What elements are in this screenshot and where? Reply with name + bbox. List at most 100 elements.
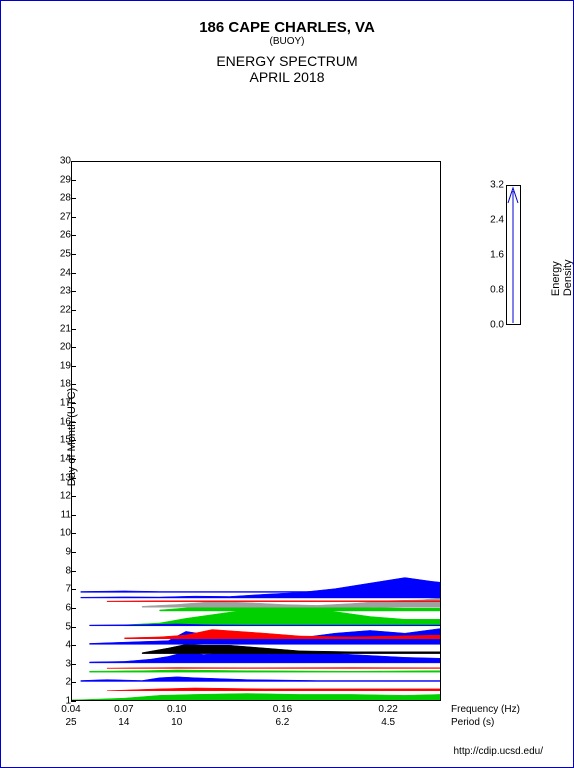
- title-date: APRIL 2018: [1, 69, 573, 85]
- y-tick-label: 17: [51, 398, 71, 409]
- x-tick-label: 0.16: [273, 704, 292, 715]
- y-tick-mark: [71, 478, 76, 479]
- y-tick-label: 13: [51, 472, 71, 483]
- x-tick-label: 14: [118, 717, 129, 728]
- y-tick-mark: [71, 161, 76, 162]
- x-tick-label: 0.22: [378, 704, 397, 715]
- y-tick-mark: [71, 366, 76, 367]
- colorbar-arrow: [506, 185, 521, 325]
- y-tick-label: 12: [51, 491, 71, 502]
- x-tick-label: 0.04: [61, 704, 80, 715]
- spectrum-layer: [81, 677, 440, 682]
- spectrum-layer: [142, 598, 440, 607]
- x-tick-label: 4.5: [381, 717, 395, 728]
- y-tick-label: 2: [51, 677, 71, 688]
- spectrum-layer: [81, 578, 440, 598]
- title-block: 186 CAPE CHARLES, VA (BUOY) ENERGY SPECT…: [1, 1, 573, 85]
- y-tick-mark: [71, 440, 76, 441]
- y-tick-label: 24: [51, 267, 71, 278]
- y-tick-label: 20: [51, 342, 71, 353]
- y-tick-label: 21: [51, 323, 71, 334]
- y-tick-label: 25: [51, 249, 71, 260]
- y-tick-label: 26: [51, 230, 71, 241]
- y-tick-label: 8: [51, 565, 71, 576]
- y-tick-mark: [71, 235, 76, 236]
- colorbar-ticks: 0.00.81.62.43.2: [476, 185, 504, 330]
- spectrum-layer: [107, 601, 440, 602]
- y-tick-label: 6: [51, 602, 71, 613]
- y-tick-label: 7: [51, 584, 71, 595]
- y-ticks: 1234567891011121314151617181920212223242…: [51, 161, 71, 701]
- colorbar-tick-label: 3.2: [476, 180, 504, 191]
- y-tick-mark: [71, 329, 76, 330]
- spectrum-layer: [107, 668, 440, 669]
- spectrum-layer: [142, 644, 440, 653]
- y-tick-mark: [71, 291, 76, 292]
- x-label-period: Period (s): [451, 717, 520, 730]
- colorbar-tick-label: 1.6: [476, 250, 504, 261]
- y-tick-mark: [71, 627, 76, 628]
- y-tick-mark: [71, 403, 76, 404]
- y-tick-mark: [71, 217, 76, 218]
- x-ticks-period: 2514106.24.5: [71, 717, 441, 729]
- y-tick-mark: [71, 664, 76, 665]
- x-label-freq: Frequency (Hz): [451, 704, 520, 717]
- spectra-svg: [72, 162, 440, 700]
- y-tick-mark: [71, 347, 76, 348]
- y-tick-mark: [71, 571, 76, 572]
- y-tick-label: 27: [51, 211, 71, 222]
- y-tick-mark: [71, 198, 76, 199]
- plot-area: [71, 161, 441, 701]
- title-product: ENERGY SPECTRUM: [1, 53, 573, 69]
- spectrum-layer: [90, 670, 440, 672]
- y-tick-label: 18: [51, 379, 71, 390]
- y-tick-mark: [71, 645, 76, 646]
- colorbar-tick-label: 2.4: [476, 215, 504, 226]
- x-tick-label: 6.2: [275, 717, 289, 728]
- y-tick-label: 19: [51, 360, 71, 371]
- y-tick-mark: [71, 254, 76, 255]
- y-tick-label: 23: [51, 286, 71, 297]
- x-tick-label: 25: [65, 717, 76, 728]
- x-axis-labels: Frequency (Hz) Period (s): [451, 704, 520, 730]
- y-tick-mark: [71, 496, 76, 497]
- footer-url: http://cdip.ucsd.edu/: [453, 746, 543, 757]
- y-tick-mark: [71, 459, 76, 460]
- title-station: 186 CAPE CHARLES, VA: [1, 19, 573, 36]
- y-tick-mark: [71, 180, 76, 181]
- y-tick-mark: [71, 273, 76, 274]
- y-tick-label: 3: [51, 658, 71, 669]
- colorbar-label: Energy Density (m^2/Hz): [550, 252, 574, 296]
- y-tick-mark: [71, 552, 76, 553]
- y-tick-mark: [71, 608, 76, 609]
- y-tick-label: 22: [51, 304, 71, 315]
- y-tick-label: 16: [51, 416, 71, 427]
- y-tick-mark: [71, 310, 76, 311]
- y-tick-label: 11: [51, 509, 71, 520]
- x-tick-label: 0.10: [167, 704, 186, 715]
- colorbar-tick-label: 0.0: [476, 320, 504, 331]
- spectrum-layer: [72, 694, 440, 700]
- figure-frame: 186 CAPE CHARLES, VA (BUOY) ENERGY SPECT…: [0, 0, 574, 768]
- y-tick-mark: [71, 682, 76, 683]
- y-tick-label: 15: [51, 435, 71, 446]
- y-tick-mark: [71, 589, 76, 590]
- y-tick-label: 9: [51, 547, 71, 558]
- y-tick-mark: [71, 533, 76, 534]
- y-tick-mark: [71, 422, 76, 423]
- spectrum-layer: [107, 688, 440, 691]
- y-tick-label: 5: [51, 621, 71, 632]
- y-tick-label: 30: [51, 156, 71, 167]
- y-tick-label: 29: [51, 174, 71, 185]
- y-tick-label: 10: [51, 528, 71, 539]
- colorbar-tick-label: 0.8: [476, 285, 504, 296]
- y-tick-mark: [71, 384, 76, 385]
- y-tick-label: 14: [51, 453, 71, 464]
- x-ticks-freq: 0.040.070.100.160.22: [71, 704, 441, 716]
- x-tick-label: 0.07: [114, 704, 133, 715]
- y-tick-mark: [71, 701, 76, 702]
- y-tick-label: 4: [51, 640, 71, 651]
- y-tick-mark: [71, 515, 76, 516]
- y-tick-label: 28: [51, 193, 71, 204]
- x-tick-label: 10: [171, 717, 182, 728]
